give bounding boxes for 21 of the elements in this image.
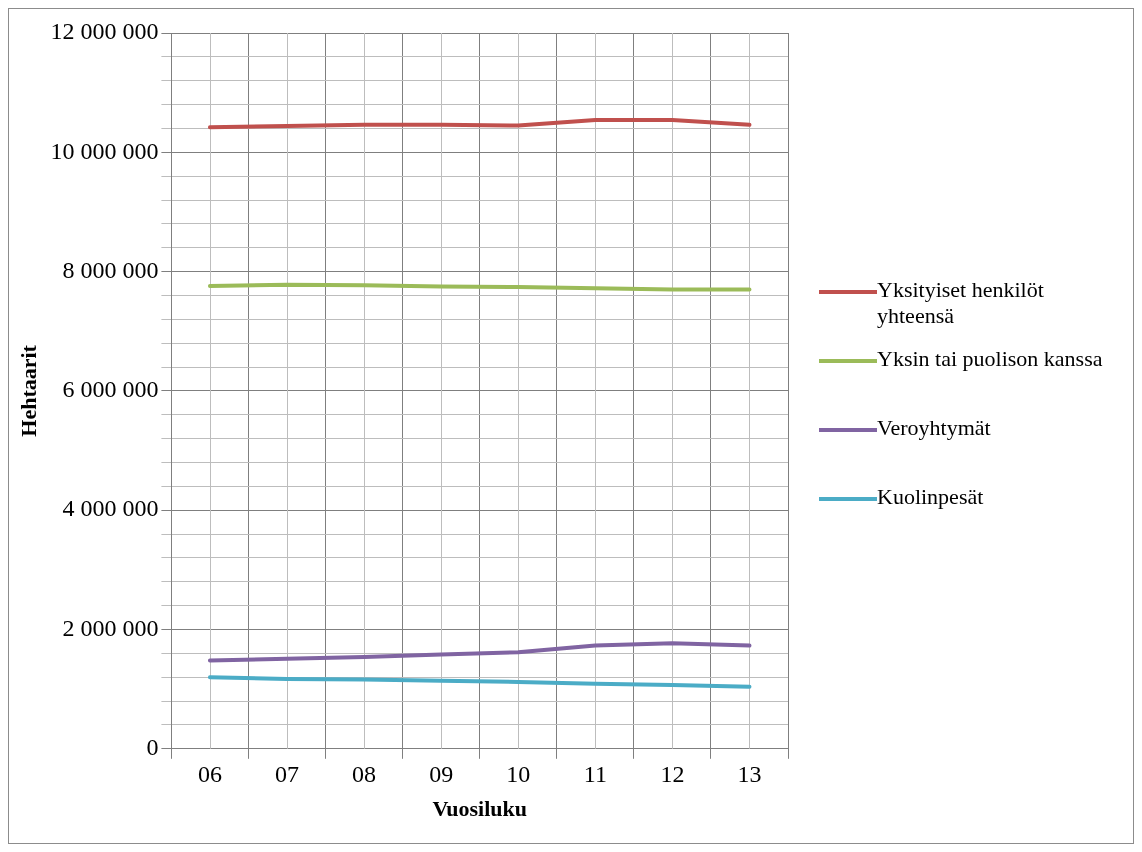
y-tick-label: 2 000 000 xyxy=(62,614,159,641)
x-tick-label: 11 xyxy=(583,761,607,788)
legend-label: Yksityiset henkilöt yhteensä xyxy=(877,277,1045,329)
y-tick-label: 12 000 000 xyxy=(50,18,159,45)
x-tick-label: 12 xyxy=(660,761,685,788)
y-tick-label: 0 xyxy=(146,734,159,761)
y-axis-title: Hehtaarit xyxy=(15,344,41,437)
x-tick-label: 08 xyxy=(352,761,377,788)
y-tick-label: 10 000 000 xyxy=(50,137,159,164)
x-tick-label: 13 xyxy=(737,761,762,788)
legend-label: Yksin tai puolison kanssa xyxy=(877,346,1104,372)
y-tick-label: 6 000 000 xyxy=(62,376,159,403)
y-tick-label: 8 000 000 xyxy=(62,256,159,283)
y-tick-label: 4 000 000 xyxy=(62,495,159,522)
legend-label: Kuolinpesät xyxy=(877,484,985,510)
x-tick-label: 10 xyxy=(506,761,531,788)
x-tick-label: 09 xyxy=(429,761,454,788)
x-tick-label: 06 xyxy=(197,761,222,788)
x-axis-title: Vuosiluku xyxy=(432,796,527,822)
x-tick-label: 07 xyxy=(275,761,300,788)
legend-label: Veroyhtymät xyxy=(877,415,992,441)
